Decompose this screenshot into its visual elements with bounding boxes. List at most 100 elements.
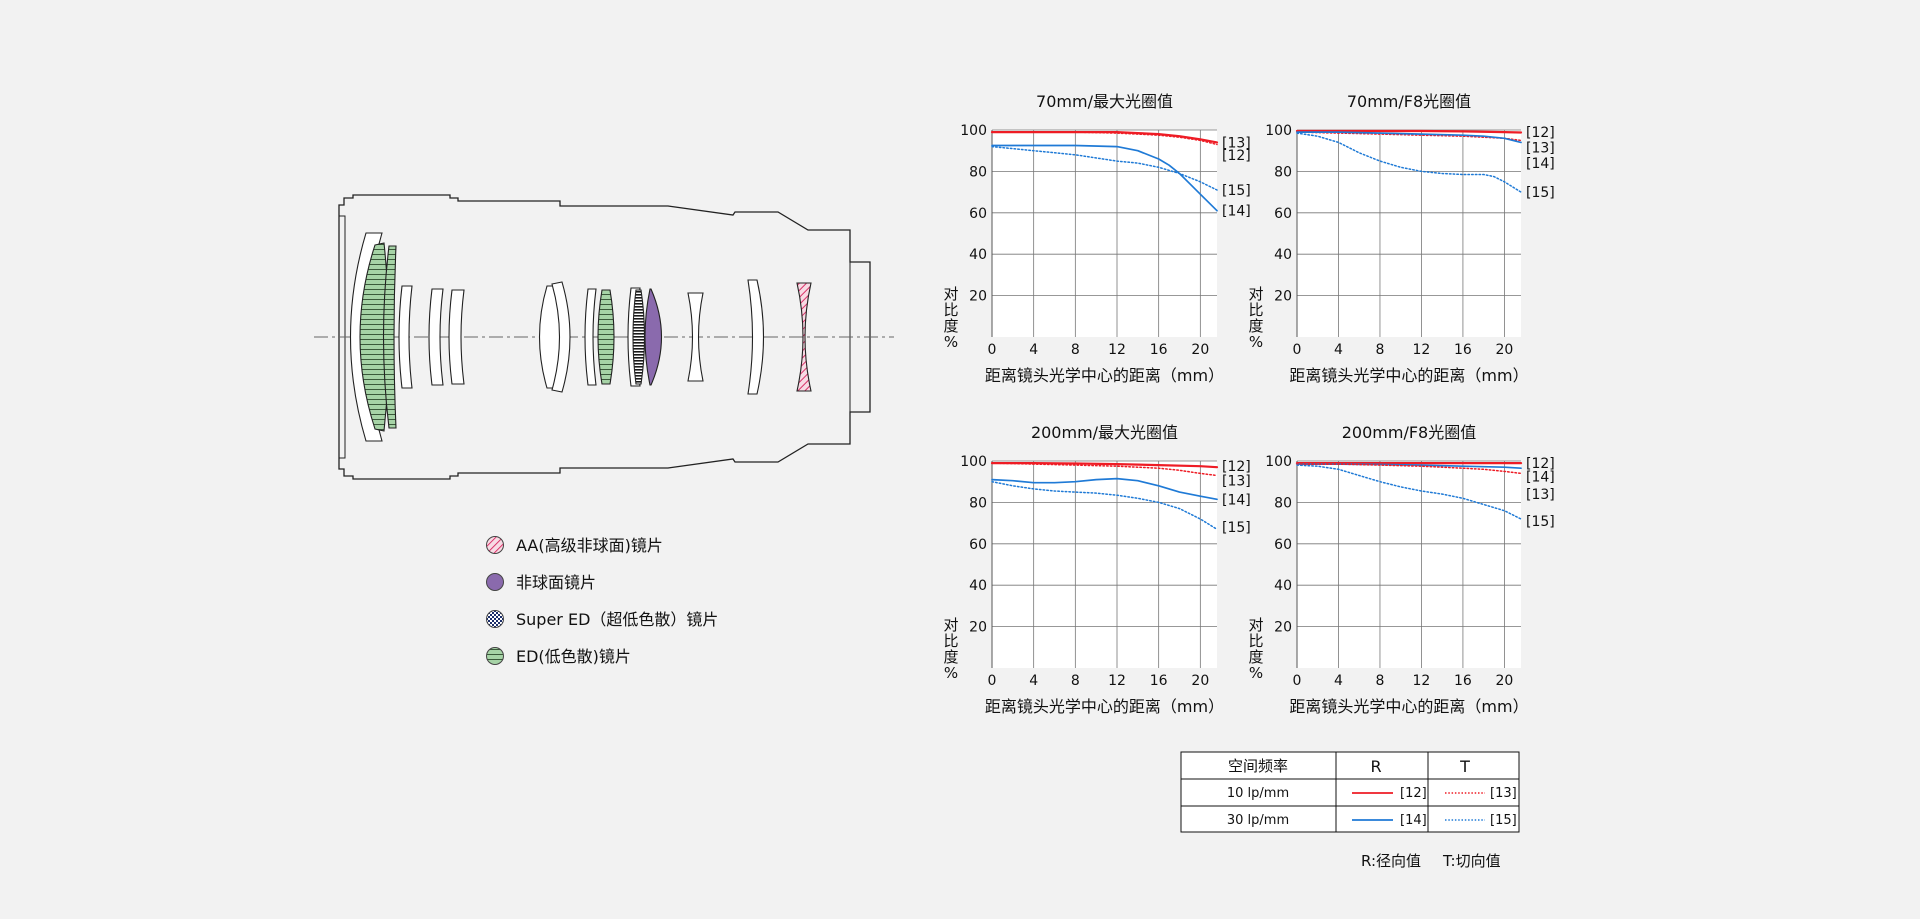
mtf-chart: 0 4 8 12 16 20 20 40 60 80 100 70mm/F8光圈值距离镜头光学中心的距… (1248, 92, 1554, 385)
y-tick-label: 60 (1274, 206, 1292, 222)
x-tick-label: 12 (1413, 342, 1431, 358)
series-label: [13] (1526, 487, 1555, 503)
x-tick-label: 0 (988, 342, 997, 358)
series-label: [15] (1526, 185, 1555, 201)
table-row-freq: 30 lp/mm (1227, 813, 1289, 828)
x-tick-label: 4 (1334, 342, 1343, 358)
series-line (1295, 129, 1523, 134)
y-tick-label: 20 (969, 620, 987, 636)
y-tick-label: 100 (1265, 454, 1292, 470)
chart-title: 70mm/最大光圈值 (1036, 92, 1173, 111)
x-tick-label: 0 (1293, 673, 1302, 689)
mtf-chart: 0 4 8 12 16 20 20 40 60 80 100 70mm/最大光圈值距离镜头光学中心的距… (943, 92, 1250, 385)
x-tick-label: 0 (1293, 342, 1302, 358)
y-tick-label: 40 (1274, 578, 1292, 594)
series-line (1296, 464, 1522, 520)
plot-area (1297, 461, 1521, 668)
series-line (991, 480, 1218, 531)
x-axis-label: 距离镜头光学中心的距离（mm） (1289, 366, 1528, 385)
x-tick-label: 16 (1150, 342, 1168, 358)
plot-area (1297, 130, 1521, 337)
x-tick-label: 4 (1029, 673, 1038, 689)
chart-title: 200mm/最大光圈值 (1031, 423, 1178, 442)
lens-legend: AA(高级非球面)镜片 非球面镜片 Super ED（超低色散）镜片 ED(低色… (486, 536, 718, 666)
series-line (991, 131, 1218, 146)
plot-area (992, 461, 1217, 668)
y-tick-label: 100 (960, 123, 987, 139)
x-tick-label: 20 (1495, 673, 1513, 689)
x-tick-label: 20 (1191, 673, 1209, 689)
series-line (1296, 131, 1522, 144)
legend-item-aspherical: 非球面镜片 (486, 573, 596, 592)
mtf-chart: 0 4 8 12 16 20 20 40 60 80 100 200mm/最大光圈值距离镜头光学中心的… (943, 423, 1250, 716)
series-label: [13] (1222, 135, 1251, 151)
series-line (991, 477, 1218, 501)
y-axis-label: 对比度% (943, 616, 958, 682)
series-line (991, 144, 1218, 212)
table-ref-r10: [12] (1400, 786, 1427, 801)
mtf-charts: 0 4 8 12 16 202040608010070mm/最大光圈值距离镜头光学中心的距… (943, 92, 1554, 716)
x-tick-label: 8 (1376, 342, 1385, 358)
x-tick-label: 16 (1454, 673, 1472, 689)
series-line (991, 145, 1218, 191)
series-label: [12] (1526, 125, 1555, 141)
series-line (990, 462, 1219, 469)
y-tick-label: 20 (1274, 620, 1292, 636)
series-label: [13] (1526, 141, 1555, 157)
x-tick-label: 4 (1334, 673, 1343, 689)
ed-stripe-icon (486, 647, 504, 665)
x-tick-label: 12 (1108, 673, 1126, 689)
y-tick-label: 80 (1274, 495, 1292, 511)
mtf-chart: 0 4 8 12 16 20 20 40 60 80 100 200mm/F8光圈值距离镜头光学中心的… (1248, 423, 1554, 716)
y-tick-label: 80 (969, 164, 987, 180)
y-tick-label: 60 (1274, 537, 1292, 553)
y-tick-label: 20 (969, 289, 987, 305)
y-tick-label: 20 (1274, 289, 1292, 305)
y-tick-label: 100 (1265, 123, 1292, 139)
table-row-freq: 10 lp/mm (1227, 786, 1289, 801)
y-axis-label: 对比度% (1248, 616, 1263, 682)
x-axis-label: 距离镜头光学中心的距离（mm） (1289, 697, 1528, 716)
x-tick-label: 12 (1108, 342, 1126, 358)
x-tick-label: 8 (1376, 673, 1385, 689)
lens-diagram (314, 194, 894, 480)
series-label: [15] (1526, 514, 1555, 530)
table-header-freq: 空间频率 (1228, 757, 1288, 775)
series-label: [12] (1526, 456, 1555, 472)
aa-hatch-icon (486, 536, 504, 554)
series-label: [14] (1222, 492, 1251, 508)
table-row: 10 lp/mm [12] [13] (1227, 786, 1517, 801)
frequency-table: 空间频率 R T 10 lp/mm [12] [13] 30 lp/mm [14… (1180, 751, 1520, 833)
series-label: [15] (1222, 520, 1251, 536)
series-label: [12] (1222, 459, 1251, 475)
y-tick-label: 40 (969, 578, 987, 594)
lens-elements (350, 232, 812, 442)
series-line (1296, 463, 1522, 475)
x-tick-label: 16 (1454, 342, 1472, 358)
legend-label-aa: AA(高级非球面)镜片 (516, 536, 663, 555)
lens-barrel-outline (338, 194, 871, 480)
y-tick-label: 40 (1274, 247, 1292, 263)
series-label: [15] (1222, 183, 1251, 199)
chart-title: 70mm/F8光圈值 (1347, 92, 1471, 111)
x-tick-label: 16 (1150, 673, 1168, 689)
y-tick-label: 40 (969, 247, 987, 263)
footnote-tangential: T:切向值 (1442, 852, 1501, 870)
y-tick-label: 60 (969, 206, 987, 222)
x-tick-label: 20 (1191, 342, 1209, 358)
x-tick-label: 8 (1071, 342, 1080, 358)
table-header-t: T (1459, 757, 1470, 776)
table-row: 30 lp/mm [14] [15] (1227, 813, 1517, 828)
y-axis-label: 对比度% (943, 285, 958, 351)
table-header-r: R (1370, 757, 1381, 776)
series-label: [14] (1526, 470, 1555, 486)
table-ref-t10: [13] (1490, 786, 1517, 801)
series-label: [14] (1526, 156, 1555, 172)
legend-item-aa: AA(高级非球面)镜片 (486, 536, 663, 555)
plot-area (992, 130, 1217, 337)
legend-item-ed: ED(低色散)镜片 (486, 647, 631, 666)
legend-item-super-ed: Super ED（超低色散）镜片 (486, 610, 718, 629)
x-tick-label: 4 (1029, 342, 1038, 358)
series-label: [12] (1222, 148, 1251, 164)
x-tick-label: 8 (1071, 673, 1080, 689)
